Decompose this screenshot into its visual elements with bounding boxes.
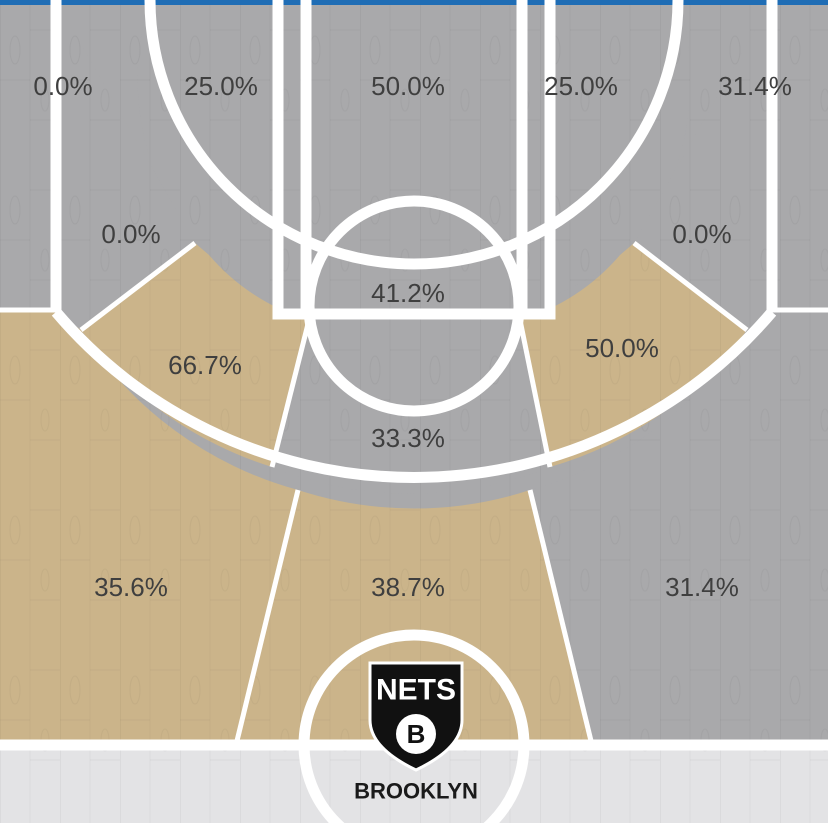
zone-label-right-wing-three: 31.4%: [665, 572, 739, 602]
basketball-icon: [396, 714, 436, 754]
zone-label-left-corner-three: 0.0%: [33, 71, 92, 101]
center-circle: [298, 629, 530, 823]
three-point-arc: [51, 308, 777, 483]
divider-right-upper: [632, 241, 749, 332]
divider-right-three: [527, 489, 595, 746]
zone-label-top-key-mid: 33.3%: [371, 423, 445, 453]
zone-label-top-three: 38.7%: [371, 572, 445, 602]
zone-label-left-wing-mid: 66.7%: [168, 350, 242, 380]
divider-left-three: [233, 489, 301, 746]
divider-left-upper: [79, 241, 197, 332]
logo-letter: B: [407, 719, 426, 749]
zone-labels: 0.0% 25.0% 50.0% 25.0% 31.4% 0.0% 0.0% 41.2% 66.…: [33, 71, 792, 602]
zone-label-right-corner-three: 31.4%: [718, 71, 792, 101]
logo-team-name: NETS: [376, 674, 456, 707]
divider-left-wing: [269, 319, 312, 468]
team-logo: NETS B BROOKLYN: [354, 661, 478, 804]
zone-label-right-long-mid-upper: 25.0%: [544, 71, 618, 101]
free-throw-circle: [144, 0, 684, 270]
zone-label-left-wing-three: 35.6%: [94, 572, 168, 602]
top-accent-bar: [0, 0, 828, 5]
divider-right-wing: [517, 319, 553, 468]
zone-label-right-wing-mid: 50.0%: [585, 333, 659, 363]
zone-label-left-long-mid-upper: 25.0%: [184, 71, 258, 101]
restricted-circle: [303, 195, 525, 417]
zone-label-paint-top: 50.0%: [371, 71, 445, 101]
paint-lane: [272, 0, 556, 320]
logo-city: BROOKLYN: [354, 779, 478, 804]
zone-label-right-baseline-mid: 0.0%: [672, 219, 731, 249]
zone-label-restricted-area: 41.2%: [371, 278, 445, 308]
zone-label-left-baseline-mid: 0.0%: [101, 219, 160, 249]
